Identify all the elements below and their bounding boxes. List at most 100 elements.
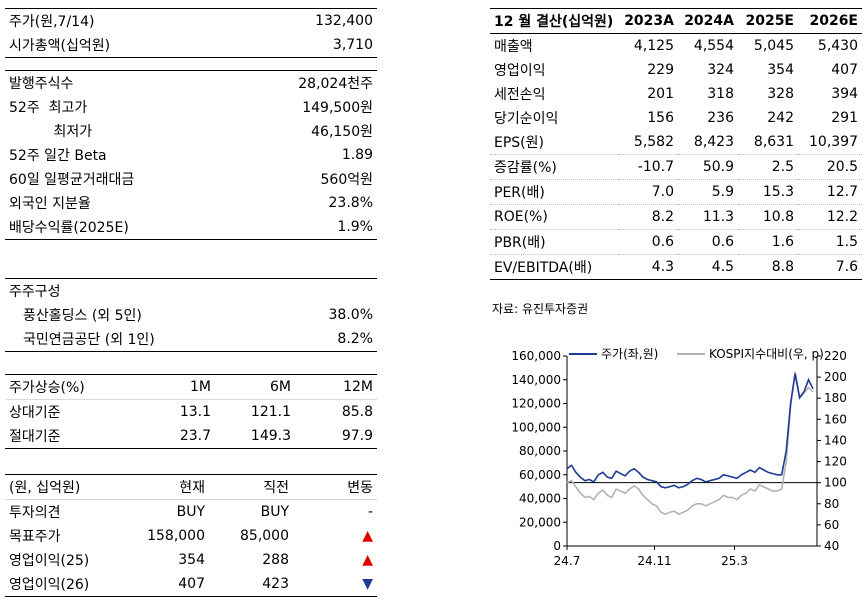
stock-info-label: 최저가 — [9, 124, 93, 140]
stock-info-row: 시가총액(십억원) 3,710 — [5, 33, 377, 58]
opinion-cell: 354 — [178, 552, 205, 568]
opinion-header-cell: 변동 — [293, 474, 377, 500]
financial-cell: 증감률(%) — [490, 154, 618, 180]
financial-cell: 5,430 — [817, 38, 858, 54]
stock-info-value: 149,500원 — [302, 100, 373, 116]
performance-header-cell: 주가상승(%) — [5, 374, 135, 400]
financial-cell: 8,423 — [678, 130, 738, 155]
financial-cell: -10.7 — [618, 154, 678, 180]
change-indicator: - — [367, 504, 373, 520]
stock-info-row: 외국인 지분율 23.8% — [5, 191, 377, 215]
financial-cell: 12.7 — [798, 179, 862, 205]
opinion-cell: 영업이익(26) — [5, 572, 125, 597]
opinion-cell: 투자의견 — [9, 505, 61, 521]
left-tick-label: 20,000 — [519, 515, 561, 529]
left-tick-label: 40,000 — [519, 492, 561, 506]
financial-header-cell: 12 월 결산(십억원) — [490, 8, 618, 34]
financial-header-cell: 2023A — [618, 8, 678, 34]
financial-cell: 5,582 — [618, 130, 678, 155]
performance-header-cell: 12M — [295, 374, 377, 400]
right-tick-label: 160 — [824, 412, 847, 426]
financial-cell: 8,631 — [738, 130, 798, 155]
shareholder-name: 국민연금공단 (외 1인) — [5, 327, 235, 352]
financial-cell: EV/EBITDA(배) — [490, 254, 618, 280]
financial-cell: 50.9 — [678, 154, 738, 180]
financial-cell: 15.3 — [738, 179, 798, 205]
right-tick-label: 200 — [824, 370, 847, 384]
financial-cell: 324 — [707, 62, 734, 78]
left-tick-label: 140,000 — [511, 373, 561, 387]
financial-cell: 11.3 — [678, 204, 738, 230]
financial-cell: 5,045 — [753, 38, 794, 54]
financial-cell: 4.5 — [678, 254, 738, 280]
stock-info-row: 배당수익률(2025E) 1.9% — [5, 215, 377, 240]
financial-cell: 2.5 — [738, 154, 798, 180]
opinion-table: (원, 십억원) 현재 직전 변동 투자의견 BUY BUY - 목표주가 158,000 85,0… — [5, 474, 377, 597]
stock-info-value: 3,710 — [235, 33, 377, 58]
performance-table: 주가상승(%) 1M 6M 12M 상대기준 13.1 121.1 85.8 절대기준 23.7 1… — [5, 374, 377, 449]
shareholder-stake: 38.0% — [328, 307, 373, 323]
financial-cell: 0.6 — [618, 229, 678, 255]
right-tick-label: 140 — [824, 433, 847, 447]
financial-cell: 1.5 — [798, 229, 862, 255]
opinion-cell: BUY — [260, 504, 289, 520]
financial-cell: 영업이익 — [494, 63, 546, 79]
opinion-cell: 288 — [262, 552, 289, 568]
stock-info-row: 발행주식수 28,024천주 — [5, 70, 377, 95]
financial-cell: 당기순이익 — [494, 111, 559, 127]
opinion-header-cell: (원, 십억원) — [5, 474, 125, 500]
financial-cell: 156 — [647, 110, 674, 126]
stock-info-value: 1.9% — [235, 215, 377, 240]
opinion-row: 영업이익(25) 354 288 ▲ — [5, 548, 377, 572]
change-indicator: ▼ — [293, 572, 377, 597]
financial-cell: 201 — [647, 86, 674, 102]
financial-cell: 5.9 — [678, 179, 738, 205]
stock-info-label: 60일 일평균거래대금 — [9, 172, 135, 188]
financial-cell: 8.8 — [738, 254, 798, 280]
financial-cell: 354 — [767, 62, 794, 78]
stock-info-label: 외국인 지분율 — [9, 196, 91, 212]
financial-cell: ROE(%) — [490, 204, 618, 230]
stock-info-value: 28,024천주 — [235, 70, 377, 95]
stock-info-label: 주가(원,7/14) — [5, 8, 235, 33]
opinion-cell: 158,000 — [147, 528, 205, 544]
financial-row: PBR(배) 0.6 0.6 1.6 1.5 — [490, 229, 862, 255]
financial-row: 세전손익 201 318 328 394 — [490, 82, 862, 106]
stock-info-row: 주가(원,7/14) 132,400 — [5, 8, 377, 33]
shareholder-name: 풍산홀딩스 (외 5인) — [23, 308, 142, 324]
source-note: 자료: 유진투자증권 — [492, 302, 589, 316]
left-tick-label: 80,000 — [519, 444, 561, 458]
right-tick-label: 40 — [824, 539, 839, 553]
financial-cell: 10,397 — [798, 130, 862, 155]
left-tick-label: 60,000 — [519, 468, 561, 482]
opinion-cell: 영업이익(25) — [9, 553, 90, 569]
financial-summary-table: 12 월 결산(십억원) 2023A 2024A 2025E 2026E 매출액 4,125… — [490, 8, 862, 280]
right-tick-label: 60 — [824, 518, 839, 532]
right-tick-label: 180 — [824, 391, 847, 405]
financial-cell: 12.2 — [798, 204, 862, 230]
performance-cell: 상대기준 — [9, 405, 61, 421]
performance-cell: 23.7 — [135, 424, 215, 449]
financial-cell: 세전손익 — [494, 87, 546, 103]
opinion-cell: 85,000 — [240, 528, 289, 544]
stock-info-label: 발행주식수 — [5, 70, 235, 95]
financial-cell: 318 — [707, 86, 734, 102]
series-line — [566, 373, 814, 489]
right-tick-label: 80 — [824, 497, 839, 511]
stock-info-value: 46,150원 — [311, 124, 373, 140]
stock-info-row: 52주 최고가 149,500원 — [5, 95, 377, 119]
financial-cell: 4,125 — [633, 38, 674, 54]
financial-header-cell: 2025E — [738, 8, 798, 34]
shareholder-row: 풍산홀딩스 (외 5인) 38.0% — [5, 303, 377, 327]
stock-info-value: 132,400 — [235, 8, 377, 33]
stock-info-label: 시가총액(십억원) — [5, 33, 235, 58]
x-tick-label: 24.11 — [637, 554, 671, 568]
opinion-header: (원, 십억원) 현재 직전 변동 — [5, 474, 377, 500]
opinion-cell: 목표주가 — [9, 529, 61, 545]
financial-row: EPS(원) 5,582 8,423 8,631 10,397 — [490, 130, 862, 155]
financial-cell: 229 — [647, 62, 674, 78]
performance-cell: 13.1 — [179, 404, 211, 420]
financial-cell: 236 — [707, 110, 734, 126]
financial-row: PER(배) 7.0 5.9 15.3 12.7 — [490, 179, 862, 205]
stock-info-table: 주가(원,7/14) 132,400 시가총액(십억원) 3,710 발행주식수 28,… — [5, 8, 377, 240]
